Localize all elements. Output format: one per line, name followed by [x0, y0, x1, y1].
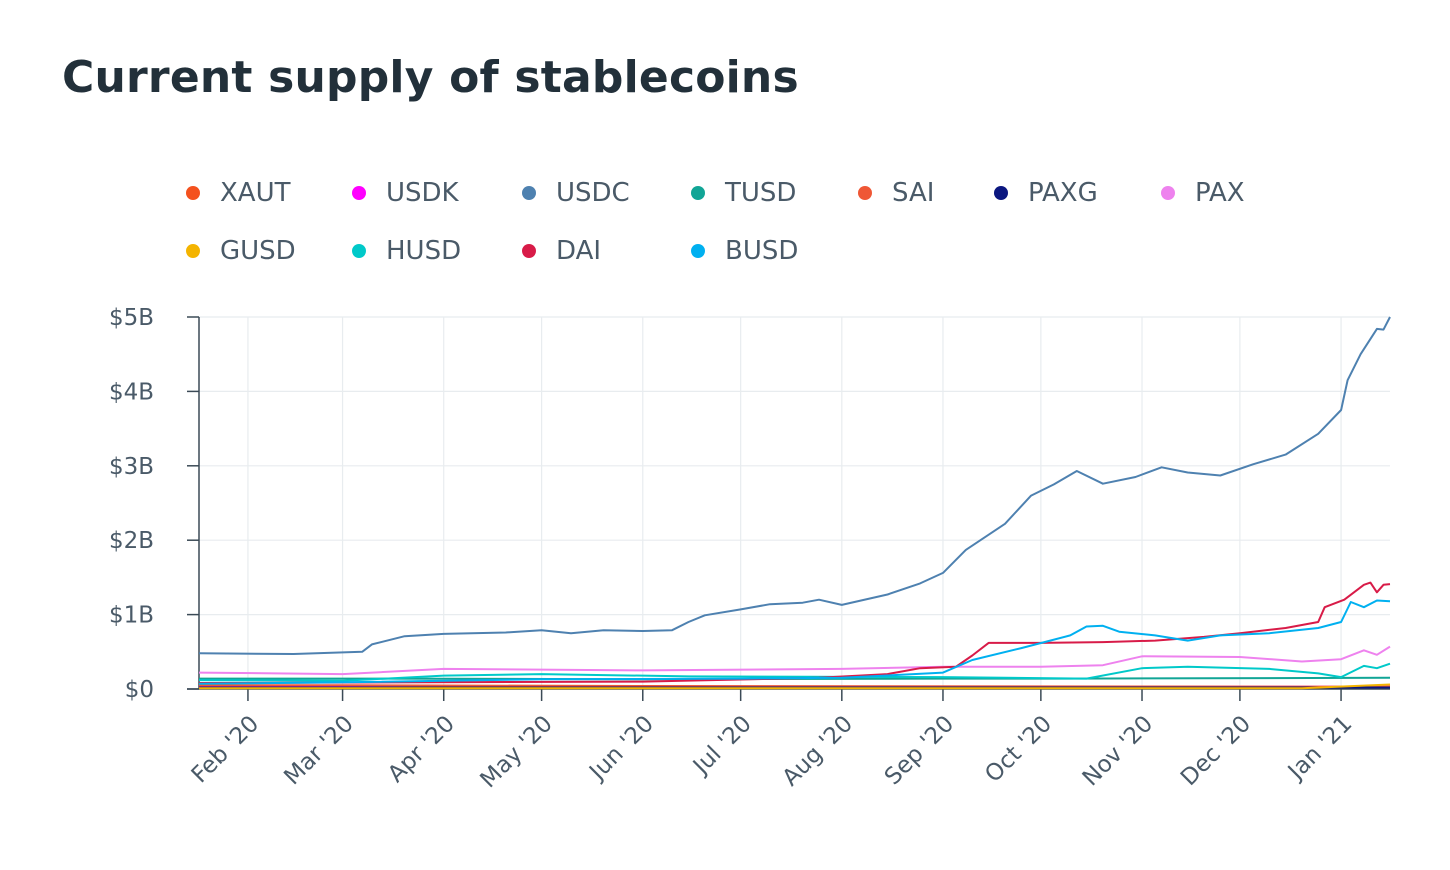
legend-label: PAX [1195, 178, 1245, 208]
legend-marker [352, 186, 366, 200]
grid-lines [199, 316, 1390, 689]
legend-marker [1161, 186, 1175, 200]
x-tick-label: Feb '20 [187, 711, 265, 789]
legend-label: USDC [556, 178, 630, 208]
y-tick-label: $5B [109, 305, 154, 331]
legend-label: SAI [892, 178, 935, 208]
legend-label: DAI [556, 236, 602, 266]
series-lines [198, 316, 1391, 690]
legend-item-xaut[interactable]: XAUT [186, 178, 291, 208]
legend-marker [186, 244, 200, 258]
x-tick-label: Oct '20 [980, 711, 1057, 788]
legend-marker [522, 186, 536, 200]
legend-item-paxg[interactable]: PAXG [994, 178, 1098, 208]
legend-marker [522, 244, 536, 258]
series-line-husd [198, 662, 1391, 682]
series-line-busd [198, 599, 1391, 685]
legend-marker [858, 186, 872, 200]
legend-label: BUSD [725, 236, 799, 266]
y-tick-label: $0 [125, 677, 154, 703]
legend-marker [352, 244, 366, 258]
x-tick-label: Nov '20 [1078, 711, 1158, 791]
series-line-pax [198, 645, 1391, 676]
x-tick-label: Apr '20 [383, 711, 460, 788]
x-tick-label: Mar '20 [279, 711, 358, 790]
legend-item-gusd[interactable]: GUSD [186, 236, 296, 266]
legend-item-pax[interactable]: PAX [1161, 178, 1245, 208]
y-tick-label: $3B [109, 454, 154, 480]
legend-label: XAUT [220, 178, 291, 208]
legend-marker [994, 186, 1008, 200]
y-tick-label: $4B [109, 379, 154, 405]
legend-item-dai[interactable]: DAI [522, 236, 601, 266]
x-tick-label: Aug '20 [778, 711, 858, 791]
x-tick-label: May '20 [476, 711, 558, 793]
x-tick-label: Jun '20 [583, 711, 659, 787]
legend-label: TUSD [725, 178, 797, 208]
y-tick-label: $1B [109, 603, 154, 629]
legend-label: HUSD [386, 236, 462, 266]
x-tick-label: Jul '20 [687, 711, 757, 781]
legend-item-sai[interactable]: SAI [858, 178, 934, 208]
series-line-gusd [199, 683, 1391, 690]
series-line-usdc [198, 316, 1391, 655]
series-line-sai [199, 684, 1391, 688]
legend-marker [186, 186, 200, 200]
legend-label: USDK [386, 178, 459, 208]
legend-item-busd[interactable]: BUSD [691, 236, 798, 266]
legend-label: GUSD [220, 236, 296, 266]
legend-item-husd[interactable]: HUSD [352, 236, 461, 266]
y-tick-label: $2B [109, 528, 154, 554]
x-tick-label: Dec '20 [1176, 711, 1256, 791]
x-tick-label: Jan '21 [1282, 711, 1357, 786]
legend-item-usdc[interactable]: USDC [522, 178, 630, 208]
axes: $0 $1B $2B $3B $4B $5B Feb '20 Mar '20 Apr '20 Ma… [109, 305, 1390, 793]
x-tick-label: Sep '20 [880, 711, 959, 790]
legend-item-usdk[interactable]: USDK [352, 178, 459, 208]
legend-item-tusd[interactable]: TUSD [691, 178, 796, 208]
legend-label: PAXG [1028, 178, 1098, 208]
legend-marker [691, 244, 705, 258]
chart-title: Current supply of stablecoins [62, 52, 799, 103]
legend-marker [691, 186, 705, 200]
